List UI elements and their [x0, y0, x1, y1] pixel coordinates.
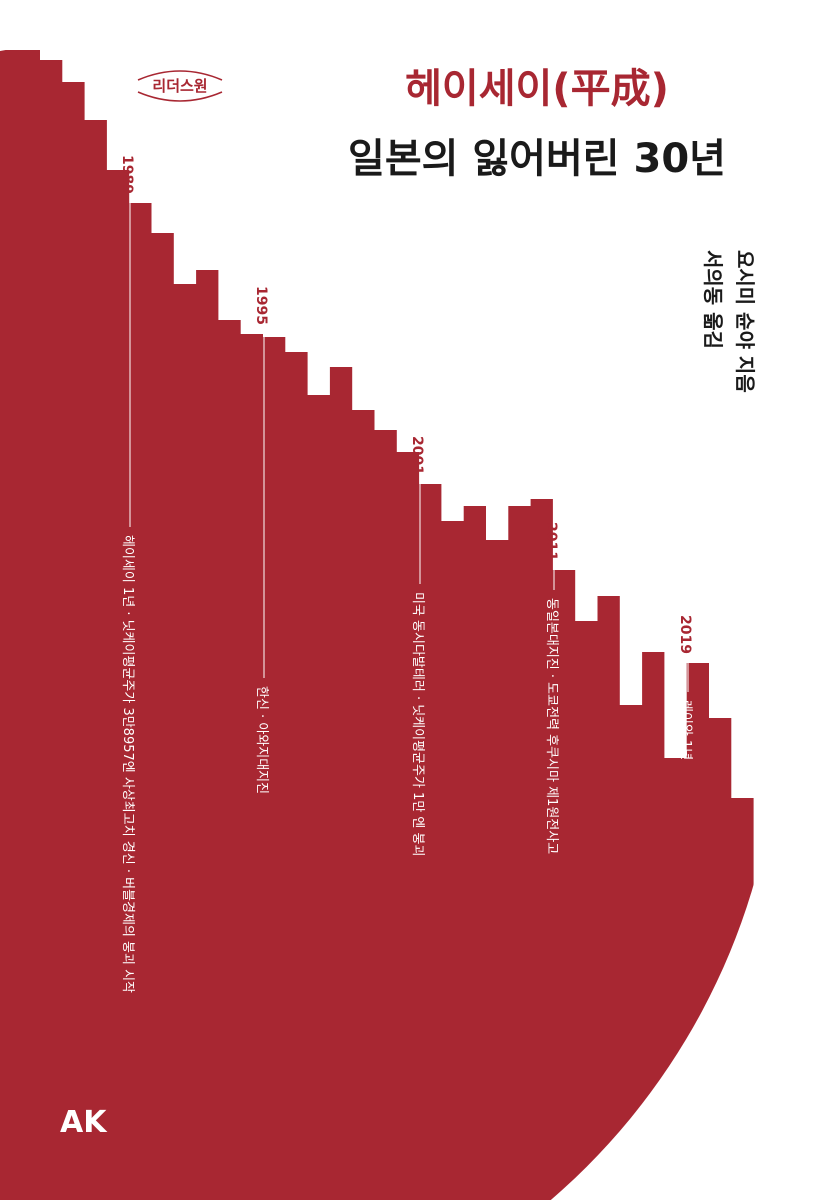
timeline: 1989 헤이세이 1년 · 닛케이평균주가 3만8957엔 사상최고치 경신 ·…	[119, 155, 693, 993]
year: 1989	[119, 155, 135, 194]
imprint-logo: AK	[60, 1105, 108, 1140]
title-line1: 헤이세이(平成)	[405, 66, 669, 112]
title-line2: 일본의 잃어버린 30년	[348, 136, 726, 182]
year: 1995	[253, 286, 269, 325]
year: 2011	[543, 522, 559, 561]
event: 헤이세이 1년 · 닛케이평균주가 3만8957엔 사상최고치 경신 · 버블경…	[120, 535, 135, 993]
event: 미국 동시다발테러 · 닛케이평균주가 1만 엔 붕괴	[410, 592, 425, 856]
translator: 서의동 옮김	[701, 250, 725, 349]
event: 한신 · 아와지대지진	[254, 686, 269, 794]
author: 요시미 슌야 지음	[733, 250, 757, 393]
staircase-shape	[0, 50, 754, 1200]
year: 2019	[677, 615, 693, 654]
event: 동일본대지진 · 도쿄전력 후쿠시마 제1원전사고	[544, 598, 559, 854]
year: 2001	[409, 436, 425, 475]
event: 레이와 1년	[678, 700, 693, 760]
publisher-logo: 리더스원	[152, 77, 207, 95]
logo: 리더스원	[137, 70, 223, 102]
